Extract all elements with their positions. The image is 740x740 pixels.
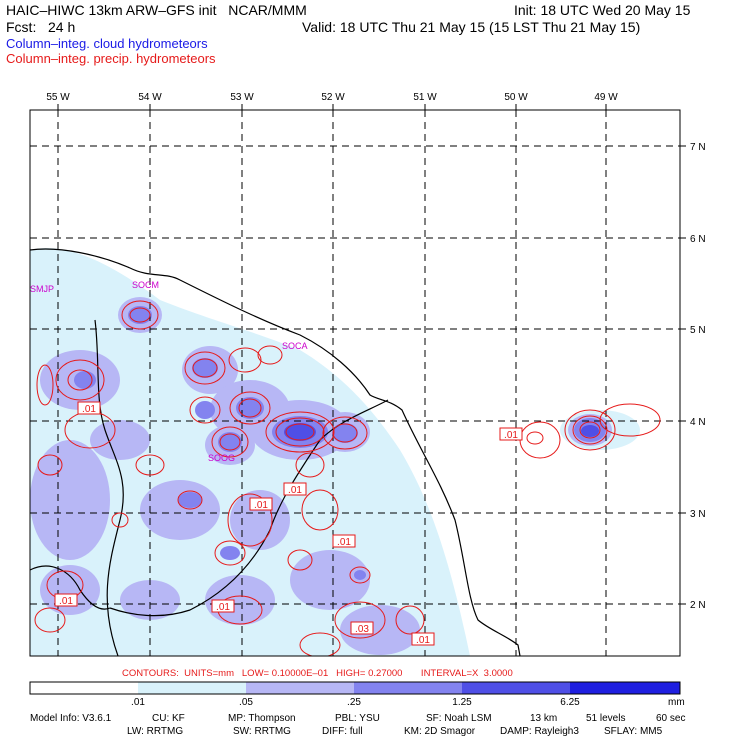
model-title: HAIC–HIWC 13km ARW–GFS init NCAR/MMM	[6, 2, 307, 18]
lon-label: 50 W	[504, 92, 528, 103]
model-info-item: 13 km	[530, 713, 557, 724]
colorbar-unit: mm	[668, 697, 685, 708]
lon-label: 54 W	[138, 92, 162, 103]
contour-label: .01	[504, 430, 518, 441]
map-frame	[29, 109, 681, 657]
contour-label: .01	[82, 404, 96, 415]
contour-label: .01	[337, 537, 351, 548]
contour-label: .03	[355, 624, 369, 635]
contour-label: .01	[59, 596, 73, 607]
model-info-item: LW: RRTMG	[127, 726, 183, 737]
lat-label: 7 N	[690, 142, 706, 153]
contour-label: .01	[416, 635, 430, 646]
lat-label: 3 N	[690, 509, 706, 520]
lat-label: 6 N	[690, 234, 706, 245]
colorbar	[29, 681, 681, 695]
lon-label: 55 W	[46, 92, 70, 103]
lon-label: 52 W	[321, 92, 345, 103]
valid-time: Valid: 18 UTC Thu 21 May 15 (15 LST Thu …	[302, 19, 641, 35]
lon-label: 53 W	[230, 92, 254, 103]
model-info-item: SFLAY: MM5	[604, 726, 663, 737]
model-info-item: 51 levels	[586, 713, 625, 724]
colorbar-tick: 1.25	[452, 697, 472, 708]
init-time: Init: 18 UTC Wed 20 May 15	[514, 2, 691, 18]
contour-label: .01	[216, 602, 230, 613]
colorbar-tick: .01	[131, 697, 145, 708]
legend-cloud: Column–integ. cloud hydrometeors	[6, 36, 208, 51]
station-soog: SOOG	[208, 453, 235, 463]
lat-label: 5 N	[690, 325, 706, 336]
colorbar-tick: .05	[239, 697, 253, 708]
model-info-item: SF: Noah LSM	[426, 713, 492, 724]
station-smjp: SMJP	[30, 284, 54, 294]
lat-label: 4 N	[690, 417, 706, 428]
contour-label: .01	[288, 485, 302, 496]
colorbar-tick: 6.25	[560, 697, 580, 708]
model-info-item: CU: KF	[152, 713, 185, 724]
station-soca: SOCA	[282, 341, 308, 351]
colorbar-tick: .25	[347, 697, 361, 708]
precip-contours	[34, 300, 661, 656]
model-info-item: SW: RRTMG	[233, 726, 291, 737]
model-info-item: MP: Thompson	[228, 713, 296, 724]
forecast-hour: Fcst: 24 h	[6, 19, 76, 35]
contour-label: .01	[254, 500, 268, 511]
model-info-item: 60 sec	[656, 713, 685, 724]
lon-label: 49 W	[594, 92, 618, 103]
model-info-item: DAMP: Rayleigh3	[500, 726, 579, 737]
contours-info: CONTOURS: UNITS=mm LOW= 0.10000E–01 HIGH…	[122, 668, 513, 679]
model-info-item: KM: 2D Smagor	[404, 726, 476, 737]
legend-precip: Column–integ. precip. hydrometeors	[6, 51, 216, 66]
model-info-item: Model Info: V3.6.1	[30, 713, 112, 724]
station-socm: SOCM	[132, 280, 159, 290]
model-info-item: DIFF: full	[322, 726, 363, 737]
lat-label: 2 N	[690, 600, 706, 611]
cloud-field	[30, 248, 640, 656]
model-info-item: PBL: YSU	[335, 713, 380, 724]
lon-label: 51 W	[413, 92, 437, 103]
